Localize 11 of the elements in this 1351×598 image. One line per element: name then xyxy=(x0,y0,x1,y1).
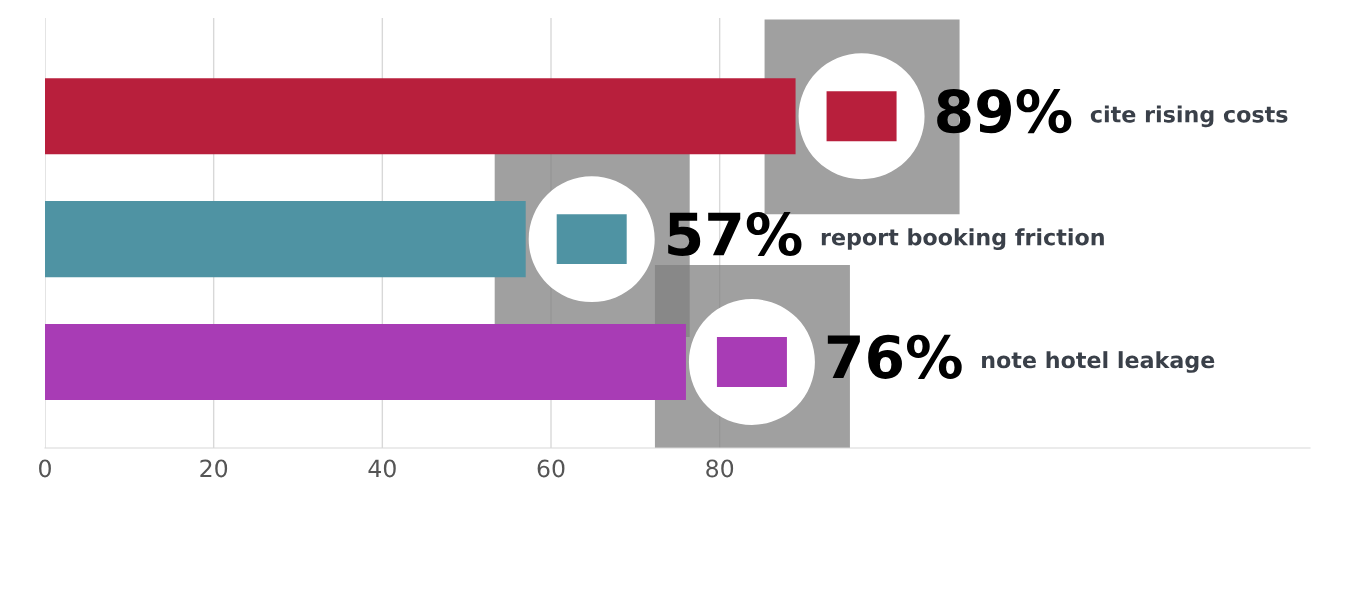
data-label: 76% xyxy=(827,334,962,379)
x-tick-label: 80 xyxy=(706,459,734,478)
x-tick-label: 0 xyxy=(39,459,51,478)
x-tick-label: 40 xyxy=(368,459,396,478)
annotation: note hotel leakage xyxy=(982,351,1215,373)
annotation: cite rising costs xyxy=(1090,105,1288,128)
x-tick-label: 20 xyxy=(200,459,228,478)
data-label: 89% xyxy=(937,89,1072,134)
x-tick-label: 60 xyxy=(537,459,565,478)
data-label: 57% xyxy=(668,211,802,257)
annotation: report booking friction xyxy=(821,228,1104,250)
